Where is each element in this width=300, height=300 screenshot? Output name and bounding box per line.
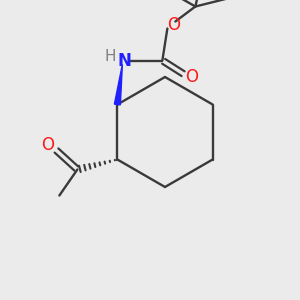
- Text: O: O: [167, 16, 180, 34]
- Text: O: O: [41, 136, 54, 154]
- Polygon shape: [114, 64, 122, 105]
- Text: O: O: [185, 68, 198, 85]
- Text: N: N: [117, 52, 131, 70]
- Text: H: H: [105, 49, 116, 64]
